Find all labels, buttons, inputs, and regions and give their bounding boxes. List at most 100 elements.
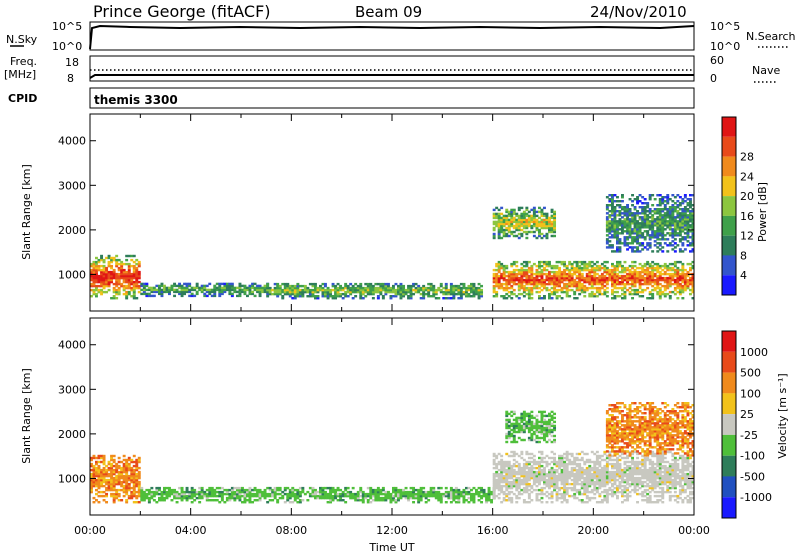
data-cell: [585, 268, 589, 272]
data-cell: [643, 278, 647, 282]
data-cell: [459, 282, 463, 286]
data-cell: [200, 494, 204, 498]
data-cell: [392, 288, 395, 292]
data-cell: [477, 288, 481, 292]
data-cell: [565, 499, 569, 502]
data-cell: [510, 501, 514, 504]
data-cell: [276, 290, 280, 294]
data-cell: [643, 466, 647, 470]
data-cell: [560, 290, 564, 294]
data-cell: [611, 458, 614, 462]
data-cell: [626, 220, 630, 223]
data-cell: [112, 486, 116, 490]
data-cell: [648, 262, 652, 266]
data-cell: [525, 292, 529, 296]
data-cell: [492, 234, 496, 238]
data-cell: [540, 218, 544, 222]
data-cell: [495, 472, 499, 476]
data-cell: [671, 212, 675, 215]
data-cell: [115, 474, 119, 478]
data-cell: [663, 278, 667, 282]
data-cell: [500, 464, 504, 468]
data-cell: [623, 220, 627, 223]
data-cell: [457, 297, 461, 300]
data-cell: [462, 499, 466, 502]
data-cell: [595, 470, 599, 474]
data-cell: [314, 286, 317, 290]
data-cell: [359, 486, 363, 490]
data-cell: [522, 458, 526, 462]
data-cell: [691, 212, 695, 215]
data-cell: [137, 274, 141, 278]
data-cell: [336, 286, 340, 290]
data-cell: [628, 470, 632, 474]
data-cell: [341, 490, 345, 494]
data-cell: [636, 196, 640, 199]
data-cell: [628, 472, 632, 476]
data-cell: [573, 260, 577, 264]
data-cell: [618, 224, 622, 227]
data-cell: [631, 222, 635, 225]
data-cell: [230, 486, 234, 490]
data-cell: [565, 290, 569, 294]
data-cell: [462, 488, 466, 492]
data-cell: [175, 284, 179, 288]
data-cell: [565, 456, 569, 460]
data-cell: [611, 284, 614, 288]
data-cell: [449, 290, 453, 294]
data-cell: [573, 478, 577, 482]
data-cell: [132, 274, 136, 278]
data-cell: [298, 492, 302, 496]
data-cell: [112, 488, 116, 492]
data-cell: [575, 476, 579, 480]
data-cell: [306, 295, 310, 298]
data-cell: [683, 214, 687, 217]
data-cell: [628, 208, 632, 211]
data-cell: [497, 282, 501, 286]
data-cell: [135, 472, 139, 476]
data-cell: [117, 266, 121, 270]
data-cell: [646, 216, 650, 219]
data-cell: [590, 295, 594, 298]
data-cell: [598, 292, 602, 296]
data-cell: [656, 230, 660, 233]
data-cell: [658, 297, 662, 300]
data-cell: [638, 486, 642, 490]
data-cell: [520, 480, 524, 484]
data-cell: [663, 214, 667, 217]
data-cell: [522, 290, 526, 294]
data-cell: [613, 210, 617, 213]
data-cell: [198, 288, 202, 292]
data-cell: [127, 496, 131, 500]
data-cell: [656, 290, 660, 294]
data-cell: [563, 482, 567, 486]
data-cell: [603, 484, 607, 488]
data-cell: [603, 466, 607, 470]
data-cell: [611, 470, 614, 474]
data-cell: [495, 268, 499, 272]
data-cell: [160, 288, 164, 292]
data-cell: [522, 264, 526, 268]
data-cell: [613, 458, 617, 462]
data-cell: [658, 272, 662, 276]
data-cell: [641, 216, 645, 219]
data-cell: [95, 499, 98, 502]
data-cell: [643, 198, 647, 201]
data-cell: [92, 496, 96, 500]
data-cell: [512, 482, 516, 486]
data-cell: [605, 206, 609, 209]
data-cell: [208, 499, 212, 502]
data-cell: [427, 499, 431, 502]
data-cell: [595, 295, 599, 298]
data-cell: [520, 284, 524, 288]
data-cell: [686, 210, 690, 213]
data-cell: [578, 466, 582, 470]
data-cell: [593, 468, 597, 472]
data-cell: [595, 476, 599, 480]
data-cell: [678, 232, 682, 235]
data-cell: [137, 466, 141, 470]
data-cell: [636, 214, 640, 217]
data-cell: [505, 460, 509, 464]
data-cell: [563, 496, 567, 500]
data-cell: [578, 260, 582, 264]
